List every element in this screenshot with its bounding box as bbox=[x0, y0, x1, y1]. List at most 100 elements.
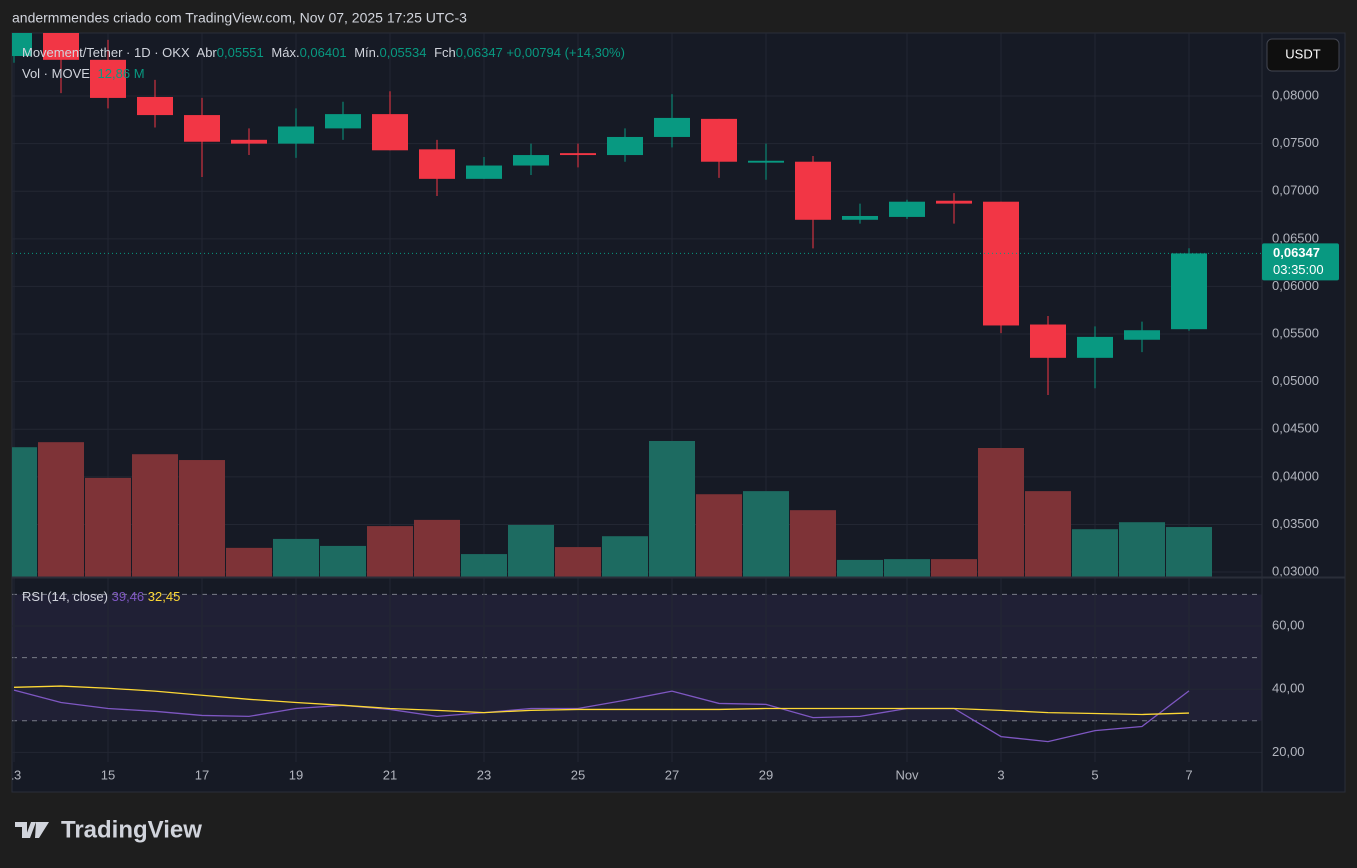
x-tick-label: 29 bbox=[759, 767, 773, 782]
candle-body bbox=[90, 59, 126, 98]
volume-bar bbox=[1025, 491, 1071, 577]
candle-body bbox=[12, 33, 32, 57]
volume-bar bbox=[555, 547, 601, 577]
symbol: Movement/Tether · 1D · OKX bbox=[22, 45, 190, 60]
y-tick-label: 0,03000 bbox=[1272, 563, 1319, 578]
candle-body bbox=[560, 153, 596, 156]
candle-body bbox=[1030, 324, 1066, 358]
candle-body bbox=[1077, 336, 1113, 358]
chart-layer: 13 15 17 19 21 23 25 27 29 Nov 3 5 7 0,03000 0,03500 0,… bbox=[7, 33, 1345, 792]
volume-bar bbox=[696, 494, 742, 577]
y-tick-label: 0,04500 bbox=[1272, 421, 1319, 436]
rsi-tick-label: 20,00 bbox=[1272, 744, 1305, 759]
currency-button[interactable] bbox=[1266, 38, 1340, 72]
volume-bar bbox=[414, 519, 460, 577]
rsi-pane bbox=[12, 578, 1262, 762]
y-tick-label: 0,07000 bbox=[1272, 183, 1319, 198]
candle-body bbox=[184, 115, 220, 142]
y-tick-label: 0,03500 bbox=[1272, 516, 1319, 531]
open-label: Abr bbox=[197, 45, 218, 60]
volume-bar bbox=[1119, 522, 1165, 577]
volume-bar bbox=[790, 510, 836, 577]
volume-bar bbox=[273, 538, 319, 577]
y-tick-label: 0,05500 bbox=[1272, 325, 1319, 340]
y-tick-label: 0,06500 bbox=[1272, 230, 1319, 245]
candle-body bbox=[43, 33, 79, 60]
volume-bar bbox=[508, 524, 554, 577]
volume-bar bbox=[38, 442, 84, 577]
legend-volume: Vol · MOVE 12,86 M bbox=[22, 66, 145, 81]
low-label: Mín. bbox=[354, 45, 379, 60]
x-tick-label: 19 bbox=[289, 767, 303, 782]
chart-frame bbox=[11, 32, 1346, 793]
y-tick-label: 0,05000 bbox=[1272, 373, 1319, 388]
candle-body bbox=[419, 149, 455, 179]
volume-value: 12,86 M bbox=[98, 66, 145, 81]
logo-text: TradingView bbox=[61, 816, 202, 843]
candle-body bbox=[137, 96, 173, 116]
volume-bar bbox=[743, 491, 789, 577]
volume-bar bbox=[884, 559, 930, 577]
rsi-value: 39,46 bbox=[112, 589, 145, 604]
candle-body bbox=[748, 160, 784, 163]
candle-body bbox=[466, 165, 502, 179]
volume-bar bbox=[1072, 529, 1118, 577]
x-tick-label: 5 bbox=[1091, 767, 1098, 782]
high-value: 0,06401 bbox=[300, 45, 347, 60]
volume-bar bbox=[461, 554, 507, 577]
candle-body bbox=[654, 117, 690, 137]
rsi-tick-label: 40,00 bbox=[1272, 681, 1305, 696]
x-tick-label: 15 bbox=[101, 767, 115, 782]
high-label: Máx. bbox=[271, 45, 299, 60]
volume-bar bbox=[367, 526, 413, 577]
logo: TradingView bbox=[15, 816, 202, 843]
rsi-tick-label: 60,00 bbox=[1272, 617, 1305, 632]
close-label: Fch bbox=[434, 45, 456, 60]
candle-body bbox=[701, 118, 737, 162]
volume-bar bbox=[978, 447, 1024, 577]
time-axis: 13 15 17 19 21 23 25 27 29 Nov 3 5 7 bbox=[7, 767, 1193, 782]
candle-body bbox=[983, 201, 1019, 326]
countdown: 03:35:00 bbox=[1273, 262, 1324, 277]
volume-bar bbox=[602, 536, 648, 577]
candle-body bbox=[842, 215, 878, 220]
x-tick-label: 3 bbox=[997, 767, 1004, 782]
legend-main: Movement/Tether · 1D · OKX Abr0,05551 Má… bbox=[22, 45, 625, 60]
volume-bar bbox=[179, 460, 225, 577]
rsi-ma-value: 32,45 bbox=[148, 589, 181, 604]
x-tick-label: 25 bbox=[571, 767, 585, 782]
candle-body bbox=[889, 201, 925, 217]
low-value: 0,05534 bbox=[379, 45, 426, 60]
volume-title: Vol · MOVE bbox=[22, 66, 90, 81]
candle-body bbox=[1124, 330, 1160, 340]
last-price-label: 0,06347 bbox=[1273, 245, 1320, 260]
candle-body bbox=[1171, 253, 1207, 330]
volume-bar bbox=[931, 559, 977, 577]
legend-rsi: RSI (14, close) 39,46 32,45 bbox=[22, 589, 180, 604]
x-tick-label: 13 bbox=[7, 767, 21, 782]
candle-body bbox=[936, 200, 972, 204]
volume-bar bbox=[320, 545, 366, 577]
candle-body bbox=[325, 114, 361, 129]
attribution: andermmendes criado com TradingView.com,… bbox=[12, 10, 467, 26]
volume-bar bbox=[226, 547, 272, 577]
volume-bar bbox=[1166, 527, 1212, 577]
price-pane bbox=[12, 33, 1262, 577]
rsi-line bbox=[13, 689, 1190, 743]
open-value: 0,05551 bbox=[217, 45, 264, 60]
candle-body bbox=[795, 161, 831, 220]
x-tick-label: 27 bbox=[665, 767, 679, 782]
rsi-line bbox=[13, 685, 1190, 716]
y-tick-label: 0,08000 bbox=[1272, 87, 1319, 102]
y-tick-label: 0,04000 bbox=[1272, 468, 1319, 483]
x-tick-label: Nov bbox=[895, 767, 919, 782]
volume-bar bbox=[649, 441, 695, 577]
x-tick-label: 23 bbox=[477, 767, 491, 782]
candle-body bbox=[372, 114, 408, 151]
currency[interactable]: USDT bbox=[1285, 46, 1320, 61]
candle-body bbox=[278, 126, 314, 144]
change: +0,00794 (+14,30%) bbox=[506, 45, 625, 60]
y-tick-label: 0,06000 bbox=[1272, 278, 1319, 293]
